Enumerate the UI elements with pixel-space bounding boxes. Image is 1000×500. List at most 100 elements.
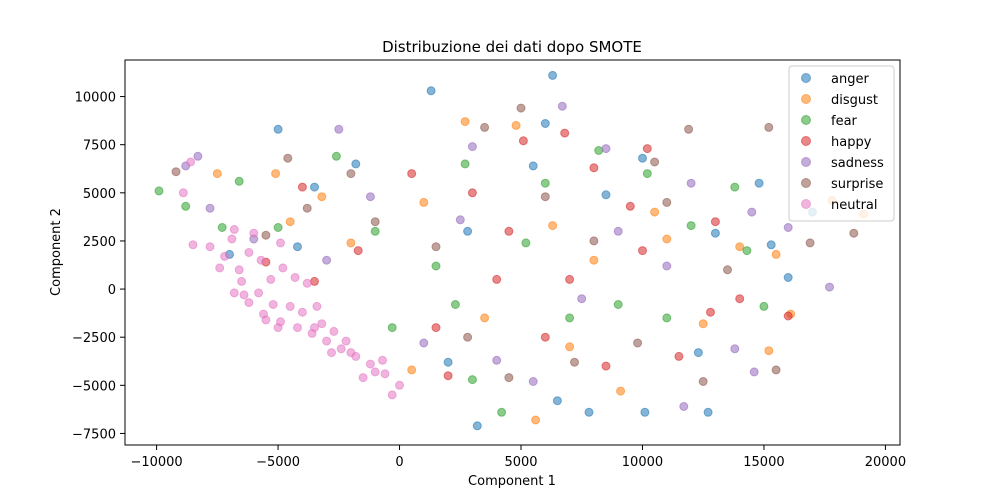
legend-marker: [801, 94, 811, 104]
data-point: [759, 301, 769, 311]
data-point: [730, 344, 740, 354]
data-point: [480, 122, 490, 132]
data-point: [310, 182, 319, 192]
data-point: [511, 120, 521, 130]
data-point: [825, 282, 834, 292]
y-tick-label: −2500: [72, 331, 116, 346]
legend-label: happy: [831, 135, 872, 150]
y-axis-label: Component 2: [49, 208, 64, 296]
data-point: [749, 367, 759, 377]
data-point: [540, 332, 550, 342]
data-point: [783, 223, 793, 232]
data-point: [601, 190, 611, 200]
data-point: [365, 359, 375, 369]
data-point: [268, 300, 278, 309]
data-point: [215, 263, 225, 273]
y-tick-label: 2500: [83, 235, 116, 250]
data-point: [560, 128, 570, 138]
data-point: [278, 263, 288, 273]
data-point: [557, 101, 567, 111]
data-point: [237, 276, 247, 286]
data-point: [467, 188, 477, 198]
series-fear: [154, 146, 769, 417]
chart-title: Distribuzione dei dati dopo SMOTE: [382, 38, 642, 56]
data-point: [244, 248, 254, 257]
data-point: [460, 117, 470, 127]
data-point: [460, 159, 470, 169]
data-point: [334, 124, 344, 134]
legend: anger disgust fear happy sadness surprise neut…: [788, 65, 895, 222]
series-happy: [261, 128, 793, 381]
data-point: [407, 365, 417, 375]
data-point: [227, 234, 237, 244]
data-point: [261, 230, 271, 240]
plot-frame: [124, 59, 901, 446]
data-point: [565, 342, 575, 352]
data-point: [783, 273, 793, 282]
legend-marker: [801, 115, 811, 125]
data-point: [540, 178, 550, 188]
data-point: [346, 169, 356, 179]
data-point: [341, 336, 351, 346]
data-point: [674, 351, 684, 361]
data-point: [387, 323, 397, 333]
data-point: [662, 261, 672, 271]
data-point: [239, 290, 249, 300]
series-sadness: [181, 101, 834, 411]
data-point: [642, 144, 652, 154]
data-point: [293, 323, 302, 333]
data-point: [186, 157, 196, 167]
data-point: [467, 375, 477, 385]
data-point: [601, 144, 611, 154]
x-tick-label: −10000: [130, 455, 182, 470]
data-point: [463, 332, 473, 342]
data-point: [285, 217, 295, 227]
data-point: [336, 344, 346, 354]
legend-marker: [801, 178, 811, 188]
legend-label: disgust: [831, 93, 878, 108]
data-point: [370, 367, 380, 377]
y-tick-label: 5000: [83, 187, 116, 202]
data-point: [492, 355, 502, 365]
data-point: [710, 217, 720, 227]
data-point: [244, 298, 254, 308]
data-point: [229, 224, 239, 234]
data-point: [346, 348, 356, 358]
data-point: [365, 192, 375, 202]
data-point: [395, 380, 404, 390]
data-point: [220, 251, 230, 261]
legend-marker: [801, 199, 811, 209]
data-point: [327, 348, 336, 358]
x-tick-label: 15000: [743, 455, 784, 470]
data-point: [378, 355, 387, 365]
data-point: [771, 365, 781, 375]
data-point: [650, 157, 660, 167]
data-point: [594, 146, 604, 155]
y-tick-label: 7500: [83, 139, 116, 154]
data-point: [331, 151, 341, 161]
data-point: [849, 228, 859, 238]
x-tick-label: 0: [395, 455, 403, 470]
data-point: [633, 338, 643, 348]
x-tick-label: −5000: [256, 455, 300, 470]
series-surprise: [171, 103, 859, 386]
data-point: [754, 178, 764, 188]
data-point: [380, 369, 390, 379]
data-point: [540, 119, 550, 128]
data-point: [351, 159, 361, 169]
data-point: [638, 246, 647, 256]
data-point: [584, 407, 594, 417]
data-point: [234, 176, 244, 186]
data-point: [565, 274, 575, 284]
data-point: [450, 300, 460, 309]
data-point: [419, 197, 429, 207]
data-point: [322, 255, 332, 265]
series-disgust: [212, 117, 869, 425]
data-point: [642, 169, 652, 179]
legend-marker: [801, 136, 811, 146]
data-point: [254, 288, 264, 298]
data-point: [273, 223, 283, 232]
data-point: [297, 182, 307, 192]
data-point: [467, 142, 477, 152]
data-point: [178, 188, 188, 198]
